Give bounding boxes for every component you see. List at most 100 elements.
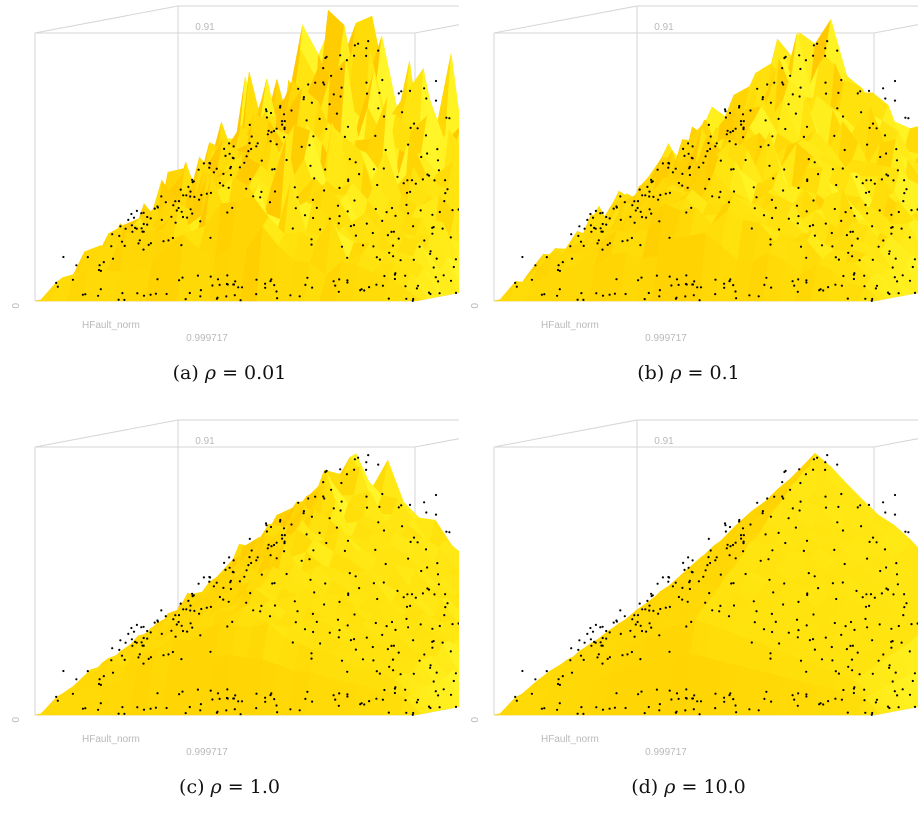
- data-point-d-176: [577, 648, 580, 651]
- data-point-a-371: [426, 173, 429, 176]
- data-point-c-108: [429, 666, 432, 669]
- data-point-d-316: [798, 509, 801, 512]
- data-point-b-297: [868, 126, 871, 129]
- data-point-d-36: [687, 566, 690, 569]
- data-point-a-368: [189, 190, 192, 193]
- data-point-d-21: [903, 593, 906, 596]
- data-point-b-298: [579, 240, 583, 243]
- data-point-d-189: [879, 569, 882, 573]
- data-point-b-118: [729, 131, 732, 134]
- surface-mesh-d: [493, 452, 918, 716]
- data-point-a-233: [226, 283, 229, 286]
- data-point-b-42: [787, 103, 790, 106]
- surface-patch-c-21-15: [456, 618, 459, 623]
- data-point-a-168: [429, 250, 432, 253]
- data-point-c-386: [436, 562, 439, 565]
- data-point-d-394: [827, 700, 830, 703]
- data-point-b-154: [640, 215, 644, 219]
- data-point-c-1: [180, 658, 183, 661]
- data-point-a-222: [117, 298, 120, 301]
- data-point-d-168: [888, 664, 891, 667]
- data-point-c-333: [448, 531, 451, 534]
- data-point-b-388: [843, 148, 846, 152]
- data-point-d-212: [791, 694, 794, 697]
- data-point-d-348: [734, 704, 737, 707]
- data-point-a-219: [200, 193, 203, 197]
- data-point-d-31: [882, 653, 885, 656]
- data-point-b-360: [769, 101, 772, 104]
- data-point-d-329: [796, 704, 799, 707]
- data-point-d-223: [686, 600, 689, 603]
- data-point-a-234: [269, 140, 272, 143]
- data-point-c-243: [127, 632, 130, 635]
- tick-x-a: 0.999717: [186, 333, 228, 344]
- data-point-d-141: [685, 625, 688, 628]
- data-point-c-100: [312, 630, 315, 634]
- data-point-b-309: [846, 297, 849, 300]
- data-point-b-325: [693, 280, 696, 283]
- data-point-c-260: [365, 506, 369, 509]
- data-point-c-380: [218, 595, 221, 599]
- data-point-c-77: [310, 652, 313, 655]
- data-point-c-136: [396, 589, 399, 592]
- data-point-b-87: [623, 201, 626, 204]
- data-point-d-315: [770, 612, 773, 615]
- data-point-b-351: [723, 108, 727, 111]
- data-point-c-205: [196, 688, 199, 691]
- data-point-a-323: [215, 297, 218, 300]
- data-point-d-145: [599, 626, 602, 629]
- data-point-d-29: [674, 581, 677, 584]
- data-point-b-160: [808, 225, 811, 228]
- data-point-b-195: [762, 214, 766, 217]
- data-point-b-1: [639, 244, 642, 247]
- data-point-b-209: [612, 207, 615, 210]
- data-point-a-81: [275, 143, 278, 146]
- data-point-a-285: [123, 244, 126, 247]
- data-point-c-265: [372, 582, 375, 585]
- data-point-c-297: [409, 540, 412, 543]
- data-point-d-138: [787, 631, 790, 634]
- data-point-c-74: [388, 665, 391, 668]
- data-point-b-155: [789, 74, 792, 77]
- data-point-d-69: [644, 608, 647, 611]
- data-point-c-259: [323, 497, 326, 500]
- box-edge-a-7: [34, 5, 179, 34]
- data-point-a-362: [322, 81, 325, 84]
- data-point-b-356: [699, 286, 703, 289]
- data-point-c-0: [142, 662, 145, 665]
- data-point-a-215: [325, 127, 328, 131]
- data-point-d-335: [687, 556, 690, 559]
- data-point-b-355: [711, 195, 714, 198]
- data-point-d-123: [794, 526, 797, 529]
- data-point-d-247: [702, 575, 705, 578]
- data-point-c-66: [365, 636, 368, 639]
- data-point-d-101: [756, 501, 759, 504]
- data-point-c-219: [200, 607, 203, 611]
- surface-mesh-a: [34, 9, 459, 302]
- data-point-d-94: [719, 604, 722, 607]
- surface-patch-b-19-20: [913, 156, 918, 164]
- data-point-d-286: [725, 547, 728, 550]
- data-point-d-235: [715, 556, 718, 559]
- data-point-c-115: [276, 711, 279, 714]
- data-point-c-368: [189, 604, 192, 607]
- data-point-a-248: [209, 191, 212, 194]
- data-point-a-190: [250, 147, 253, 151]
- data-point-d-416: [750, 641, 753, 644]
- data-point-a-284: [431, 232, 434, 235]
- data-point-c-192: [191, 626, 194, 629]
- data-point-c-275: [259, 610, 262, 613]
- surface-patch-b-22-11: [907, 219, 918, 243]
- data-point-b-138: [787, 217, 790, 220]
- data-point-a-107: [255, 278, 258, 281]
- data-point-d-264: [723, 696, 726, 699]
- data-point-a-340: [226, 274, 229, 277]
- data-point-c-29: [215, 581, 218, 584]
- data-point-b-257: [893, 276, 896, 279]
- data-point-b-248: [668, 191, 671, 194]
- data-point-d-174: [851, 644, 854, 647]
- data-point-c-87: [164, 615, 167, 618]
- data-point-b-159: [698, 299, 701, 302]
- data-point-a-261: [365, 47, 368, 50]
- data-point-b-238: [802, 135, 805, 138]
